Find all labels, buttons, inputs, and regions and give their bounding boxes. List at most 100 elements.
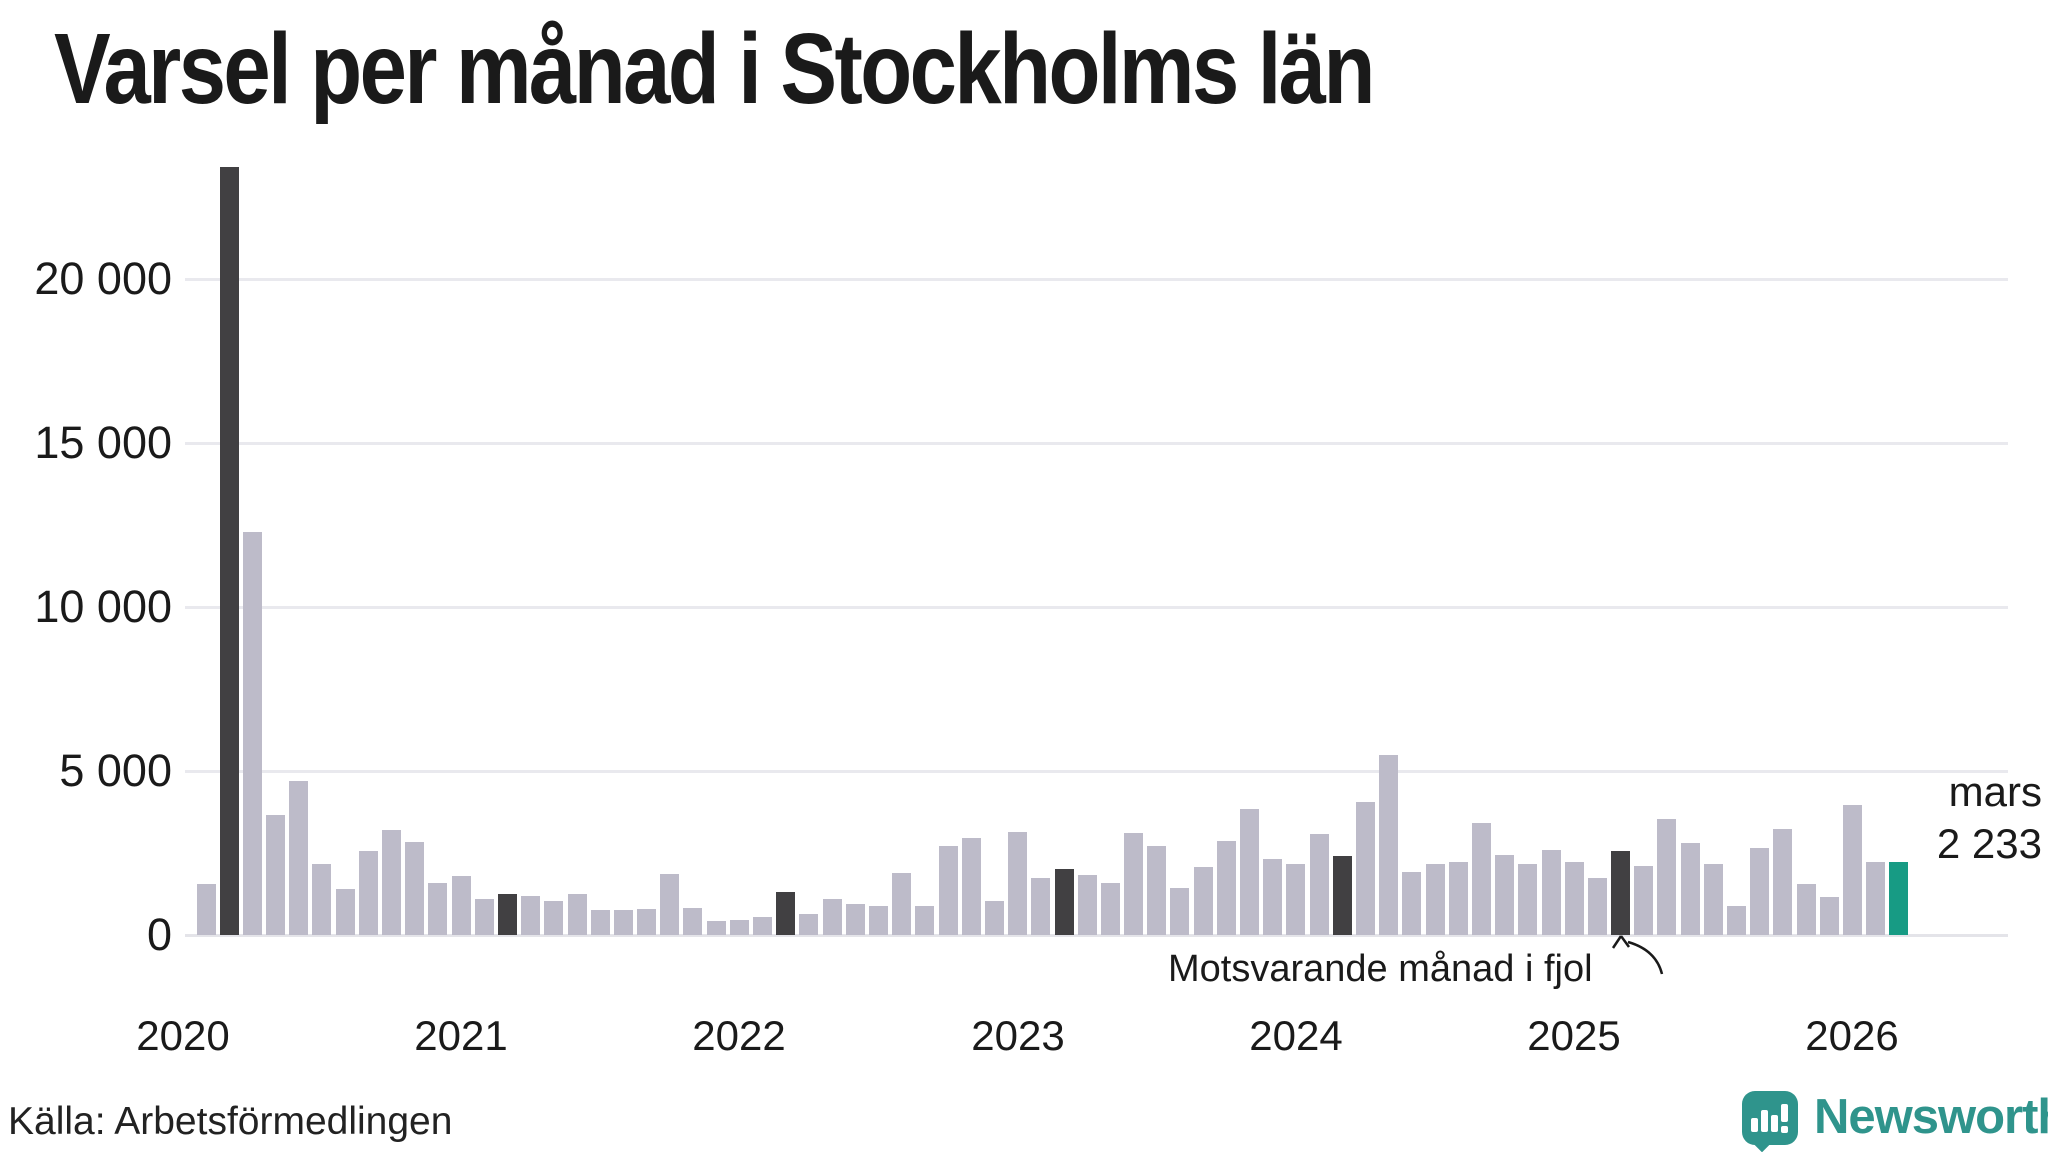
bar-2022-08 bbox=[892, 873, 911, 935]
bar-2022-05 bbox=[823, 899, 842, 935]
bar-2024-03 bbox=[1333, 856, 1352, 935]
bar-2021-11 bbox=[683, 908, 702, 935]
chart-title: Varsel per månad i Stockholms län bbox=[54, 13, 1375, 125]
annotation-label: Motsvarande månad i fjol bbox=[1168, 948, 1593, 990]
bar-2023-02 bbox=[1031, 878, 1050, 935]
bar-2023-12 bbox=[1263, 859, 1282, 935]
bar-2025-09 bbox=[1750, 848, 1769, 935]
bar-2023-06 bbox=[1124, 833, 1143, 935]
y-tick-label: 5 000 bbox=[59, 745, 172, 796]
x-tick-label-2022: 2022 bbox=[692, 1012, 786, 1059]
bar-2024-05 bbox=[1379, 755, 1398, 935]
bar-2025-05 bbox=[1657, 819, 1676, 935]
bar-2024-01 bbox=[1286, 864, 1305, 935]
logo-chart-bubble-icon bbox=[1742, 1091, 1798, 1145]
bar-2020-12 bbox=[428, 883, 447, 935]
bar-2022-06 bbox=[846, 904, 865, 935]
bar-2022-12 bbox=[985, 901, 1004, 935]
bar-2022-09 bbox=[915, 906, 934, 935]
x-tick-label-2021: 2021 bbox=[414, 1012, 508, 1059]
bar-2022-04 bbox=[799, 914, 818, 935]
bar-2023-11 bbox=[1240, 809, 1259, 935]
bar-2023-04 bbox=[1078, 875, 1097, 935]
bar-2022-02 bbox=[753, 917, 772, 935]
bar-2020-04 bbox=[243, 532, 262, 935]
x-tick-label-2024: 2024 bbox=[1249, 1012, 1343, 1059]
y-gridline bbox=[185, 442, 2008, 445]
bar-2022-10 bbox=[939, 846, 958, 935]
bar-2022-03 bbox=[776, 892, 795, 935]
current-month-value-label: mars 2 233 bbox=[1937, 766, 2042, 870]
bar-2021-07 bbox=[591, 910, 610, 935]
bar-2021-03 bbox=[498, 894, 517, 935]
bar-2026-02 bbox=[1866, 862, 1885, 935]
bar-2024-12 bbox=[1542, 850, 1561, 935]
y-tick-label: 15 000 bbox=[34, 417, 172, 468]
y-gridline bbox=[185, 278, 2008, 281]
bar-2025-07 bbox=[1704, 864, 1723, 935]
bar-2020-09 bbox=[359, 851, 378, 935]
bar-2025-08 bbox=[1727, 906, 1746, 935]
bar-2023-08 bbox=[1170, 888, 1189, 935]
bar-2021-12 bbox=[707, 921, 726, 935]
bar-2026-03 bbox=[1889, 862, 1908, 935]
y-gridline bbox=[185, 770, 2008, 773]
bar-2021-05 bbox=[544, 901, 563, 935]
current-month-name: mars bbox=[1948, 768, 2042, 815]
bar-2022-07 bbox=[869, 906, 888, 935]
bar-2024-04 bbox=[1356, 802, 1375, 935]
bar-2020-11 bbox=[405, 842, 424, 935]
bar-2022-11 bbox=[962, 838, 981, 935]
y-tick-label: 10 000 bbox=[34, 581, 172, 632]
bar-2020-10 bbox=[382, 830, 401, 935]
bar-2023-10 bbox=[1217, 841, 1236, 935]
x-tick-label-2025: 2025 bbox=[1527, 1012, 1621, 1059]
bar-2025-12 bbox=[1820, 897, 1839, 935]
bar-2025-04 bbox=[1634, 866, 1653, 935]
bar-2021-09 bbox=[637, 909, 656, 935]
x-tick-label-2026: 2026 bbox=[1805, 1012, 1899, 1059]
bar-2021-02 bbox=[475, 899, 494, 935]
bar-2026-01 bbox=[1843, 805, 1862, 935]
bar-2024-10 bbox=[1495, 855, 1514, 935]
bar-2020-03 bbox=[220, 167, 239, 935]
x-axis-line bbox=[185, 934, 2008, 937]
bar-2023-01 bbox=[1008, 832, 1027, 935]
bar-2021-06 bbox=[568, 894, 587, 935]
bar-2023-07 bbox=[1147, 846, 1166, 935]
x-tick-label-2020: 2020 bbox=[136, 1012, 230, 1059]
bar-2024-11 bbox=[1518, 864, 1537, 935]
bar-2024-09 bbox=[1472, 823, 1491, 935]
bar-2025-11 bbox=[1797, 884, 1816, 935]
y-tick-label: 0 bbox=[146, 909, 172, 960]
bar-2025-10 bbox=[1773, 829, 1792, 935]
bar-2025-01 bbox=[1565, 862, 1584, 935]
bar-2025-06 bbox=[1681, 843, 1700, 935]
bar-2023-09 bbox=[1194, 867, 1213, 935]
bar-2025-02 bbox=[1588, 878, 1607, 935]
bar-2023-05 bbox=[1101, 883, 1120, 935]
bar-2021-10 bbox=[660, 874, 679, 935]
bar-2020-08 bbox=[336, 889, 355, 935]
bar-2024-07 bbox=[1426, 864, 1445, 935]
bar-2021-01 bbox=[452, 876, 471, 935]
bar-2021-08 bbox=[614, 910, 633, 935]
bar-2024-02 bbox=[1310, 834, 1329, 935]
bar-2020-02 bbox=[197, 884, 216, 935]
current-month-value: 2 233 bbox=[1936, 820, 2042, 867]
bar-2020-05 bbox=[266, 815, 285, 935]
bar-2020-06 bbox=[289, 781, 308, 935]
bar-2020-07 bbox=[312, 864, 331, 935]
y-gridline bbox=[185, 606, 2008, 609]
y-tick-label: 20 000 bbox=[34, 253, 172, 304]
x-tick-label-2023: 2023 bbox=[971, 1012, 1065, 1059]
bar-2023-03 bbox=[1055, 869, 1074, 935]
bar-2024-08 bbox=[1449, 862, 1468, 935]
source-credit: Källa: Arbetsförmedlingen bbox=[8, 1100, 453, 1143]
bar-2025-03 bbox=[1611, 851, 1630, 935]
bar-2021-04 bbox=[521, 896, 540, 935]
logo-wordmark: Newsworthy bbox=[1814, 1090, 2048, 1144]
bar-2022-01 bbox=[730, 920, 749, 935]
